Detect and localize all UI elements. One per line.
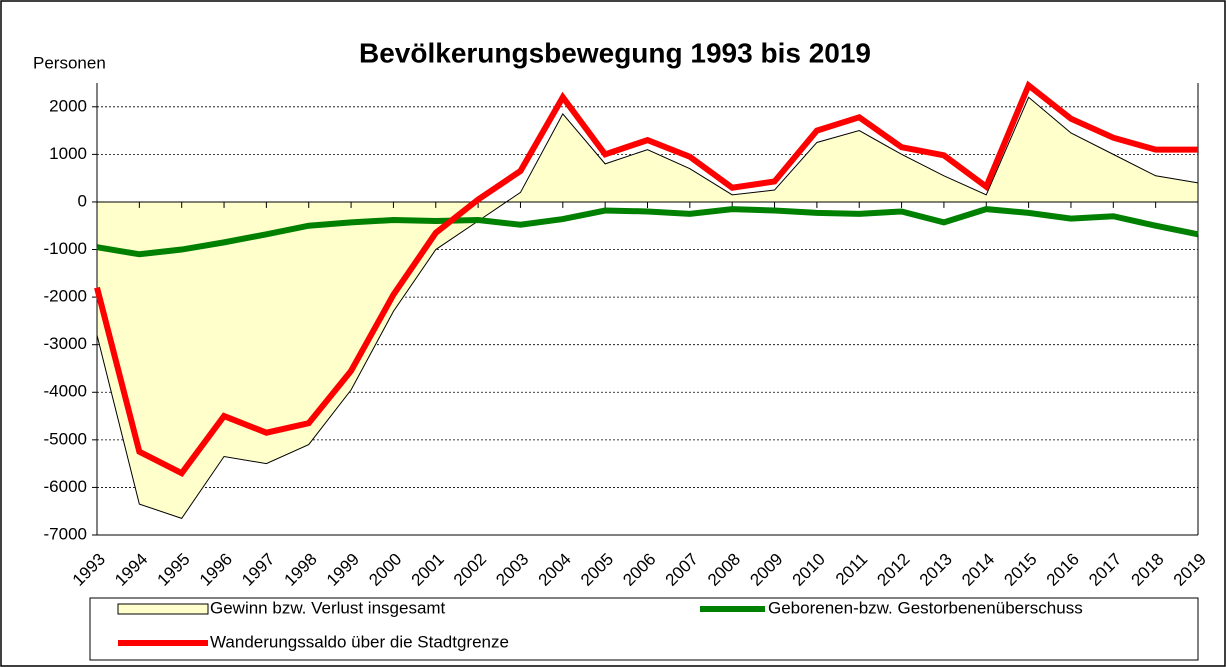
x-tick-label: 2013 [916,550,956,590]
x-tick-label: 2009 [746,550,786,590]
x-tick-label: 2012 [873,550,913,590]
x-tick-label: 2015 [1000,550,1040,590]
x-tick-label: 2011 [832,550,871,589]
y-tick-label: -5000 [44,429,87,448]
x-tick-label: 2016 [1043,550,1083,590]
x-tick-label: 2007 [662,550,702,590]
y-tick-label: 2000 [49,96,87,115]
x-tick-label: 2010 [789,550,829,590]
legend-label: Gewinn bzw. Verlust insgesamt [210,598,446,617]
legend-label: Wanderungssaldo über die Stadtgrenze [210,632,509,651]
y-axis-label: Personen [33,53,106,72]
x-tick-label: 2005 [577,550,617,590]
y-tick-label: 0 [78,191,87,210]
y-tick-label: -4000 [44,382,87,401]
y-tick-label: -2000 [44,287,87,306]
legend-swatch [117,603,209,615]
x-tick-label: 2003 [492,550,532,590]
line [94,80,1198,477]
y-tick-label: -1000 [44,239,87,258]
x-tick-label: 1995 [154,550,194,590]
x-tick-label: 2008 [704,550,744,590]
area [97,97,1198,519]
y-tick-label: -3000 [44,334,87,353]
x-tick-label: 1994 [111,550,151,590]
x-tick-label: 1993 [69,550,109,590]
x-tick-label: 2014 [958,550,998,590]
x-tick-label: 2002 [450,550,490,590]
legend [89,597,1199,661]
area-outline [96,96,1199,519]
x-tick-label: 1996 [196,550,236,590]
y-tick-label: -7000 [44,524,87,543]
x-tick-label: 1998 [281,550,321,590]
x-tick-label: 2004 [535,550,575,590]
x-tick-label: 2019 [1170,550,1210,590]
x-tick-label: 2017 [1085,550,1125,590]
x-tick-label: 1999 [323,550,363,590]
x-tick-label: 2001 [408,550,448,590]
x-tick-label: 2018 [1127,550,1167,590]
x-tick-label: 1997 [238,550,278,590]
line [96,206,1199,258]
y-tick-label: 1000 [49,144,87,163]
x-tick-label: 2006 [619,550,659,590]
legend-label: Geborenen-bzw. Gestorbenenüberschuss [768,598,1083,617]
y-tick-label: -6000 [44,477,87,496]
x-tick-label: 2000 [365,550,405,590]
chart-title: Bevölkerungsbewegung 1993 bis 2019 [359,37,871,68]
